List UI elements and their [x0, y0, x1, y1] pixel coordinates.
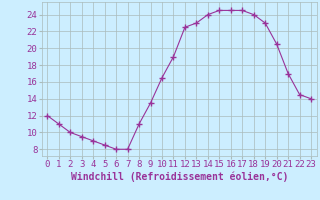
X-axis label: Windchill (Refroidissement éolien,°C): Windchill (Refroidissement éolien,°C): [70, 172, 288, 182]
